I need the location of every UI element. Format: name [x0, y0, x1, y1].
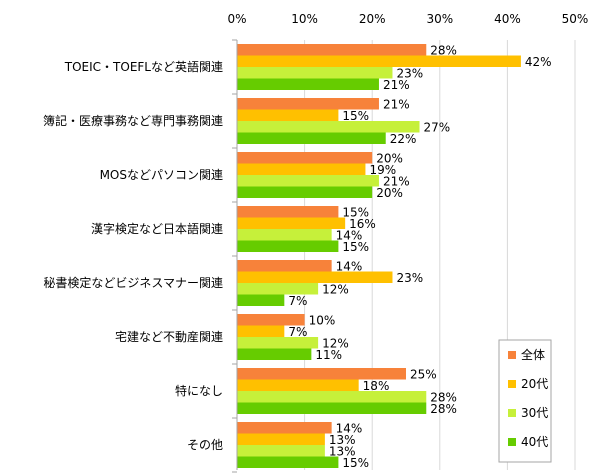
- data-label: 13%: [329, 444, 356, 458]
- data-label: 12%: [322, 282, 349, 296]
- legend-entry: 20代: [521, 377, 548, 391]
- data-label: 25%: [410, 367, 437, 381]
- data-label: 19%: [369, 163, 396, 177]
- data-label: 15%: [342, 109, 369, 123]
- x-tick-label: 10%: [291, 12, 318, 26]
- legend-swatch: [508, 438, 516, 446]
- bar: [237, 391, 427, 403]
- data-label: 22%: [390, 132, 417, 146]
- data-label: 16%: [349, 217, 376, 231]
- bar: [237, 314, 305, 326]
- x-tick-label: 0%: [227, 12, 246, 26]
- data-label: 14%: [336, 259, 363, 273]
- data-label: 12%: [322, 336, 349, 350]
- bar: [237, 337, 319, 349]
- bar: [237, 325, 285, 337]
- legend-swatch: [508, 409, 516, 417]
- bar: [237, 109, 339, 121]
- bar: [237, 260, 332, 272]
- bar: [237, 175, 379, 187]
- bar: [237, 163, 366, 175]
- bar: [237, 271, 393, 283]
- bar: [237, 229, 332, 241]
- x-tick-label: 30%: [426, 12, 453, 26]
- bar: [237, 283, 319, 295]
- bar: [237, 132, 386, 144]
- data-label: 28%: [430, 402, 457, 416]
- category-label: 宅建など不動産関連: [115, 329, 223, 344]
- bar: [237, 294, 285, 306]
- bar: [237, 55, 521, 67]
- bar: [237, 78, 379, 90]
- bar: [237, 240, 339, 252]
- data-label: 23%: [396, 271, 423, 285]
- bar: [237, 348, 312, 360]
- data-label: 20%: [376, 186, 403, 200]
- legend: 全体 20代 30代 40代: [498, 339, 552, 463]
- bar: [237, 206, 339, 218]
- legend-box: [498, 339, 552, 463]
- bar: [237, 152, 373, 164]
- category-label: その他: [187, 438, 223, 452]
- bar: [237, 433, 325, 445]
- bar: [237, 402, 427, 414]
- data-label: 11%: [315, 348, 342, 362]
- data-label: 13%: [329, 433, 356, 447]
- data-label: 7%: [288, 325, 307, 339]
- bar: [237, 44, 427, 56]
- data-label: 28%: [430, 390, 457, 404]
- data-label: 28%: [430, 43, 457, 57]
- data-label: 18%: [363, 379, 390, 393]
- bars: [236, 40, 521, 470]
- bar: [237, 67, 393, 79]
- data-label: 21%: [383, 97, 410, 111]
- data-label: 14%: [336, 228, 363, 242]
- x-tick-label: 50%: [562, 12, 589, 26]
- legend-swatch: [508, 380, 516, 388]
- bar: [237, 98, 379, 110]
- data-label: 14%: [336, 421, 363, 435]
- x-tick-label: 20%: [359, 12, 386, 26]
- labels: 0% 10% 20% 30% 40% 50% TOEIC・TOEFLなど英語関連 28% 42%…: [43, 12, 588, 470]
- data-label: 20%: [376, 151, 403, 165]
- data-label: 23%: [396, 66, 423, 80]
- data-label: 21%: [383, 78, 410, 92]
- bar: [237, 422, 332, 434]
- category-label: MOSなどパソコン関連: [100, 168, 223, 182]
- legend-entry: 40代: [521, 435, 548, 449]
- bar: [237, 217, 346, 229]
- bar: [237, 379, 359, 391]
- category-label: 特になし: [175, 383, 223, 398]
- legend-entry: 全体: [521, 347, 545, 362]
- data-label: 27%: [424, 120, 451, 134]
- bar: [237, 456, 339, 468]
- bar: [237, 186, 373, 198]
- category-label: TOEIC・TOEFLなど英語関連: [64, 59, 223, 74]
- category-label: 漢字検定など日本語関連: [91, 221, 223, 236]
- bar: [237, 368, 406, 380]
- legend-entry: 30代: [521, 406, 548, 420]
- data-label: 15%: [342, 456, 369, 470]
- data-label: 21%: [383, 174, 410, 188]
- data-label: 42%: [525, 55, 552, 69]
- x-tick-label: 40%: [494, 12, 521, 26]
- bar: [237, 121, 420, 133]
- bar: [237, 445, 325, 457]
- legend-swatch: [508, 351, 516, 359]
- data-label: 15%: [342, 205, 369, 219]
- data-label: 7%: [288, 294, 307, 308]
- category-label: 秘書検定などビジネスマナー関連: [43, 275, 223, 290]
- category-label: 簿記・医療事務など専門事務関連: [43, 113, 223, 128]
- data-label: 15%: [342, 240, 369, 254]
- data-label: 10%: [309, 313, 336, 327]
